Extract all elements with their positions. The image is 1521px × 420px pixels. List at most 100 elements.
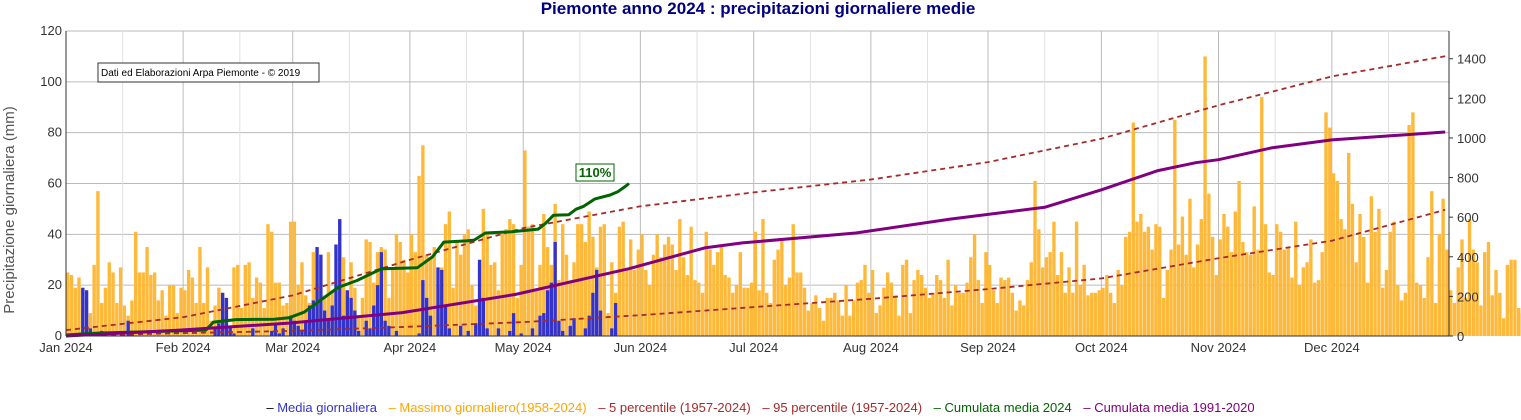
max-bar	[462, 234, 467, 336]
max-bar	[723, 275, 727, 336]
max-bar	[1071, 292, 1075, 336]
max-bar	[704, 231, 708, 336]
max-bar	[164, 315, 168, 336]
mean-bar	[228, 325, 232, 336]
mean-bar	[379, 252, 384, 336]
max-bar	[1471, 249, 1476, 336]
max-bar	[1131, 122, 1135, 336]
max-bar	[1067, 267, 1071, 336]
max-bar	[496, 290, 501, 336]
max-bar	[474, 305, 478, 336]
legend-item-p5[interactable]: – 5 percentile (1957-2024)	[598, 400, 751, 415]
max-bar	[1286, 247, 1290, 336]
mean-bar	[595, 269, 599, 336]
max-bar	[152, 272, 157, 336]
mean-bar	[220, 292, 225, 336]
max-bar	[1271, 275, 1275, 336]
max-bar	[175, 313, 179, 336]
max-bar	[1112, 302, 1117, 336]
max-bar	[523, 150, 527, 336]
mean-bar	[232, 333, 236, 336]
max-bar	[443, 224, 448, 336]
max-bar	[840, 315, 845, 336]
legend-item-max[interactable]: – Massimo giornaliero(1958-2024)	[388, 400, 587, 415]
max-bar	[734, 285, 739, 336]
max-bar	[564, 254, 569, 336]
max-bar	[1456, 267, 1460, 336]
max-bar	[1433, 302, 1438, 336]
max-bar	[118, 267, 123, 336]
max-bar	[1331, 173, 1336, 336]
legend-item-mean[interactable]: – Media giornaliera	[266, 400, 377, 415]
max-bar	[1040, 267, 1045, 336]
cumulative-lines	[65, 55, 1446, 338]
max-bar	[1018, 300, 1022, 336]
max-bar	[394, 234, 399, 336]
mean-bar	[466, 330, 470, 336]
x-tick-label: Jun 2024	[614, 340, 668, 355]
mean-bar	[511, 313, 516, 336]
max-bar	[527, 226, 531, 336]
max-bar	[511, 224, 516, 336]
max-bar	[1479, 305, 1483, 336]
y2-tick-label: 200	[1457, 289, 1479, 304]
max-bar	[757, 290, 761, 336]
mean-bar	[338, 219, 342, 336]
max-bar	[542, 214, 546, 336]
max-bar	[1483, 252, 1487, 336]
y-axis-label: Precipitazione giornaliera (mm)	[1, 106, 18, 314]
max-bar	[1120, 285, 1124, 336]
max-bar	[598, 226, 603, 336]
max-bar	[1101, 287, 1105, 336]
max-bar	[617, 226, 622, 336]
max-bar	[1229, 252, 1234, 336]
mean-bar	[372, 305, 376, 336]
legend-item-cum-1991-2020[interactable]: – Cumulata media 1991-2020	[1083, 400, 1255, 415]
mean-bar	[542, 313, 546, 336]
max-bar	[927, 297, 931, 336]
max-bar	[1449, 290, 1453, 336]
max-bar	[1411, 112, 1415, 336]
mean-bar	[572, 318, 576, 336]
max-bar	[1445, 249, 1449, 336]
y-tick-label: 120	[40, 23, 62, 38]
max-bar	[73, 287, 77, 336]
max-bar	[1460, 239, 1464, 336]
max-bar	[1354, 262, 1358, 336]
max-bar	[697, 282, 701, 336]
max-bar	[1158, 226, 1162, 336]
max-bar	[1218, 239, 1222, 336]
legend-item-cum-2024[interactable]: – Cumulata media 2024	[933, 400, 1072, 415]
legend-item-p95[interactable]: – 95 percentile (1957-2024)	[762, 400, 923, 415]
max-bar	[829, 297, 833, 336]
max-bar	[364, 239, 368, 336]
max-bar	[1192, 267, 1196, 336]
max-bar	[288, 221, 293, 336]
mean-bar	[538, 315, 542, 336]
max-bar	[938, 280, 943, 336]
mean-bar	[447, 328, 452, 336]
max-bar	[1195, 244, 1200, 336]
max-bar	[1343, 229, 1347, 336]
mean-bar	[345, 290, 350, 336]
max-bar	[107, 262, 111, 336]
max-bar	[217, 287, 221, 336]
max-bar	[470, 285, 474, 336]
max-bar	[961, 292, 965, 336]
max-bar	[390, 267, 395, 336]
mean-bar	[330, 305, 334, 336]
max-bar	[1244, 252, 1249, 336]
max-bar	[731, 292, 735, 336]
y2-tick-label: 0	[1457, 329, 1464, 344]
mean-bar	[598, 310, 603, 336]
max-bar	[625, 269, 629, 336]
max-bar	[799, 272, 803, 336]
max-bar	[270, 231, 274, 336]
max-bar	[889, 282, 894, 336]
max-bar	[66, 272, 70, 336]
max-bar	[923, 287, 928, 336]
max-bar	[1294, 221, 1298, 336]
max-bar	[1324, 112, 1328, 336]
max-bar	[190, 277, 195, 336]
max-bar	[1184, 254, 1188, 336]
